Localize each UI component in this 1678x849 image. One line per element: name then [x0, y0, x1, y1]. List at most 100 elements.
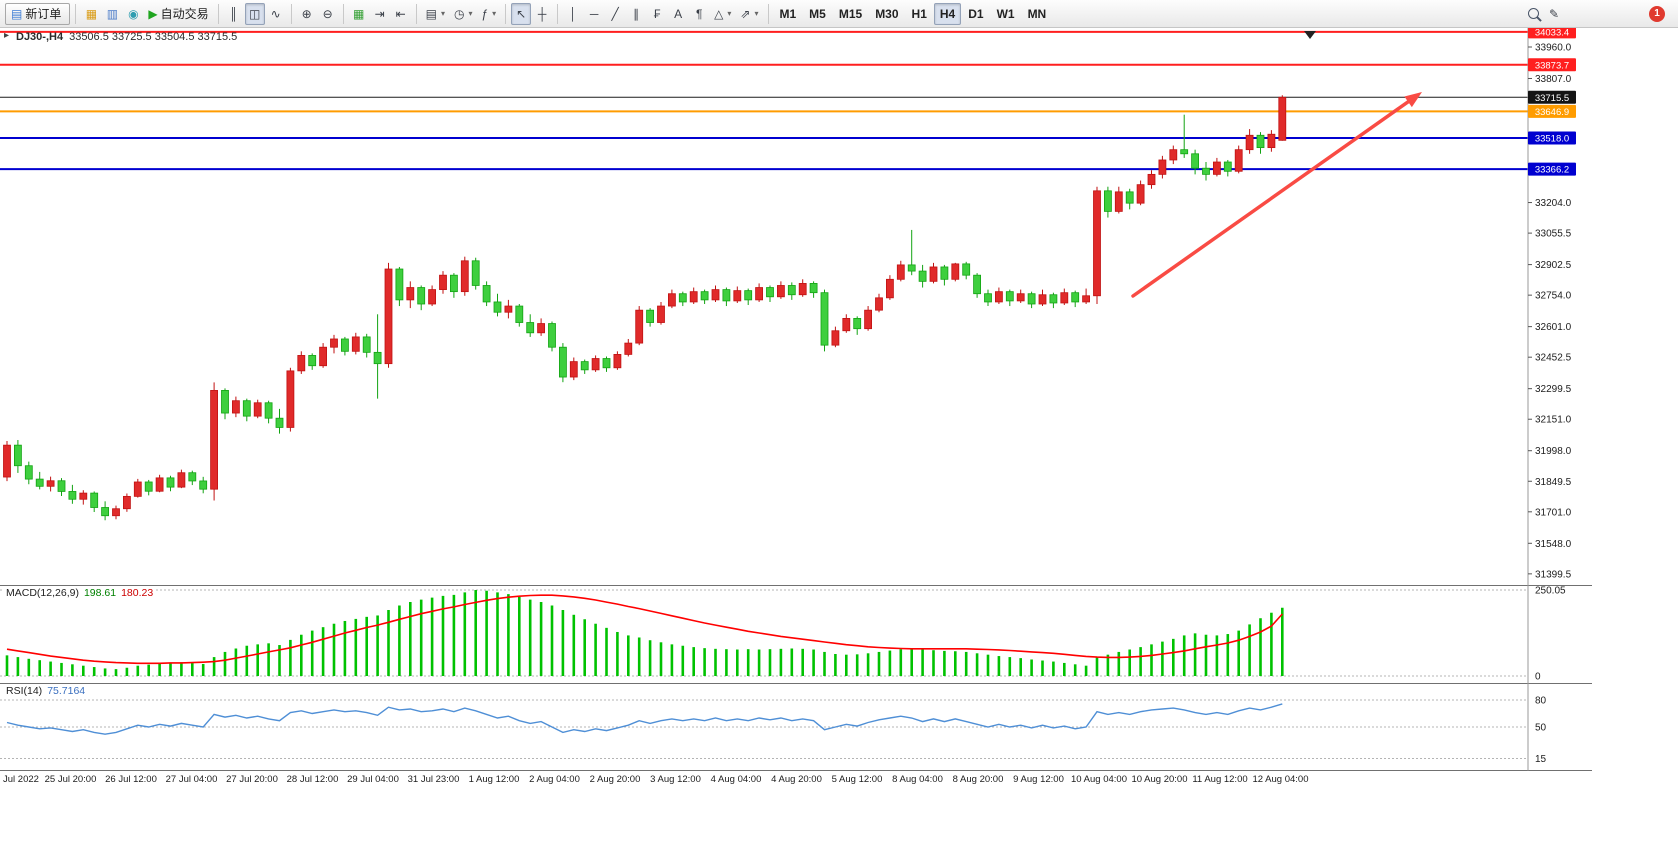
chart-shift-button[interactable]: ⇤ [391, 3, 411, 25]
price-badge-label: 33646.9 [1535, 107, 1569, 118]
rsi-level-label: 50 [1535, 723, 1547, 734]
timeframe-d1[interactable]: D1 [962, 3, 989, 25]
vertical-line-button[interactable]: │ [563, 3, 583, 25]
notification-badge[interactable]: 1 [1649, 5, 1665, 22]
rsi-title: RSI(14) [6, 685, 43, 697]
price-tick-label: 31998.0 [1535, 446, 1572, 457]
chart-shift-marker-icon[interactable] [1304, 31, 1316, 39]
candle-body [973, 274, 981, 295]
candle-body [766, 287, 774, 298]
candle-body [188, 472, 197, 482]
candle-body [1016, 293, 1025, 302]
timeframe-h1[interactable]: H1 [906, 3, 933, 25]
timeframe-m1[interactable]: M1 [774, 3, 803, 25]
one-click-trading-toggle[interactable]: ▸ [4, 30, 10, 41]
timeframe-m30[interactable]: M30 [869, 3, 904, 25]
candle-body [297, 355, 306, 372]
bar-chart-button[interactable]: ║ [224, 3, 244, 25]
horizontal-lines[interactable] [0, 30, 1528, 171]
navigator-button[interactable]: ◉ [123, 3, 143, 25]
price-tick-label: 31548.0 [1535, 539, 1572, 550]
candle-body [777, 285, 785, 298]
cursor-button[interactable]: ↖ [511, 2, 532, 25]
macd-title: MACD(12,26,9) [6, 587, 79, 599]
fibonacci-icon: ₣ [653, 6, 661, 21]
zoom-out-button[interactable]: ⊖ [318, 3, 338, 25]
candle-body [984, 293, 992, 303]
candle-body [144, 481, 153, 492]
edit-button[interactable]: ✎ [1544, 3, 1564, 25]
price-axis[interactable]: 33960.0 33807.0 33204.0 33055.5 32902.5 32754… [1528, 43, 1572, 581]
auto-trading-button[interactable]: ▶ 自动交易 [144, 3, 212, 25]
rsi-indicator-label: RSI(14) 75.7164 [4, 685, 88, 697]
candle-body [1027, 293, 1036, 305]
navigator-icon: ◉ [128, 6, 139, 21]
search-icon [1527, 8, 1539, 19]
clock-icon: ◷ [453, 6, 465, 21]
candle-body [1125, 191, 1134, 204]
time-axis-label: 2 Aug 20:00 [590, 774, 641, 785]
candle-body [1104, 190, 1112, 212]
candle-body [1267, 133, 1276, 149]
bar-chart-icon: ║ [229, 6, 238, 21]
rsi-level-label: 15 [1535, 754, 1547, 765]
timeframe-w1[interactable]: W1 [991, 3, 1021, 25]
trend-arrow[interactable] [1131, 92, 1422, 298]
candle-body [221, 390, 229, 414]
channel-button[interactable]: ∥ [626, 3, 646, 25]
periods-dropdown[interactable]: ◷ ▾ [450, 3, 477, 25]
timeframe-m15[interactable]: M15 [833, 3, 868, 25]
shapes-dropdown[interactable]: △ ▾ [710, 3, 735, 25]
zoom-in-button[interactable]: ⊕ [297, 3, 317, 25]
candle-body [1223, 161, 1232, 172]
trendline-button[interactable]: ╱ [605, 3, 625, 25]
price-badge [1528, 162, 1576, 176]
channel-icon: ∥ [633, 6, 640, 21]
time-axis[interactable]: Jul 2022 25 Jul 20:00 26 Jul 12:00 27 Jul 0… [3, 774, 1309, 785]
candle-body [951, 263, 960, 280]
text-label-button[interactable]: ¶ [689, 3, 709, 25]
trend-arrow-line[interactable] [1131, 100, 1410, 298]
candle-body [428, 289, 437, 305]
candle-body [613, 354, 622, 369]
new-chart-dropdown[interactable]: ▤ ▾ [422, 3, 449, 25]
new-order-button[interactable]: ▤ 新订单 [5, 2, 71, 25]
candle-body [68, 491, 77, 500]
rsi-value: 75.7164 [47, 685, 86, 697]
text-button[interactable]: A [668, 3, 688, 25]
market-watch-button[interactable]: ▦ [81, 3, 101, 25]
search-button[interactable] [1523, 3, 1543, 25]
arrows-dropdown[interactable]: ⇗ ▾ [736, 3, 762, 25]
indicators-dropdown[interactable]: ƒ ▾ [477, 3, 500, 25]
candlestick-chart-button[interactable]: ◫ [244, 2, 265, 25]
timeframe-h4[interactable]: H4 [933, 2, 962, 25]
toolbar-separator [75, 3, 77, 24]
price-tick-label: 32601.0 [1535, 322, 1572, 333]
line-chart-button[interactable]: ∿ [266, 3, 286, 25]
candle-body [798, 283, 807, 296]
horizontal-line-button[interactable]: ─ [584, 3, 604, 25]
auto-scroll-button[interactable]: ⇥ [370, 3, 390, 25]
fibonacci-button[interactable]: ₣ [647, 3, 667, 25]
timeframe-mn-label: MN [1027, 6, 1047, 21]
time-axis-label: Jul 2022 [3, 774, 39, 785]
candle-body [646, 309, 654, 323]
toolbar-separator [290, 3, 292, 24]
candle-body [1049, 294, 1058, 304]
tile-windows-button[interactable]: ▦ [349, 3, 369, 25]
candle-body [1093, 190, 1101, 297]
price-tick-label: 32151.0 [1535, 415, 1572, 426]
price-badge [1528, 28, 1576, 39]
data-window-button[interactable]: ▥ [102, 3, 122, 25]
crosshair-button[interactable]: ┼ [532, 3, 552, 25]
time-axis-label: 9 Aug 12:00 [1013, 774, 1064, 785]
horizontal-line-icon: ─ [589, 6, 599, 21]
chart-area[interactable]: 33960.0 33807.0 33204.0 33055.5 32902.5 32754… [0, 28, 1678, 793]
timeframe-mn[interactable]: MN [1022, 3, 1053, 25]
candle-body [1180, 149, 1189, 155]
timeframe-m5[interactable]: M5 [803, 3, 832, 25]
candle-body [482, 285, 491, 303]
timeframe-m15-label: M15 [838, 6, 863, 21]
tile-windows-icon: ▦ [352, 6, 365, 21]
price-tick-label: 33807.0 [1535, 74, 1572, 85]
